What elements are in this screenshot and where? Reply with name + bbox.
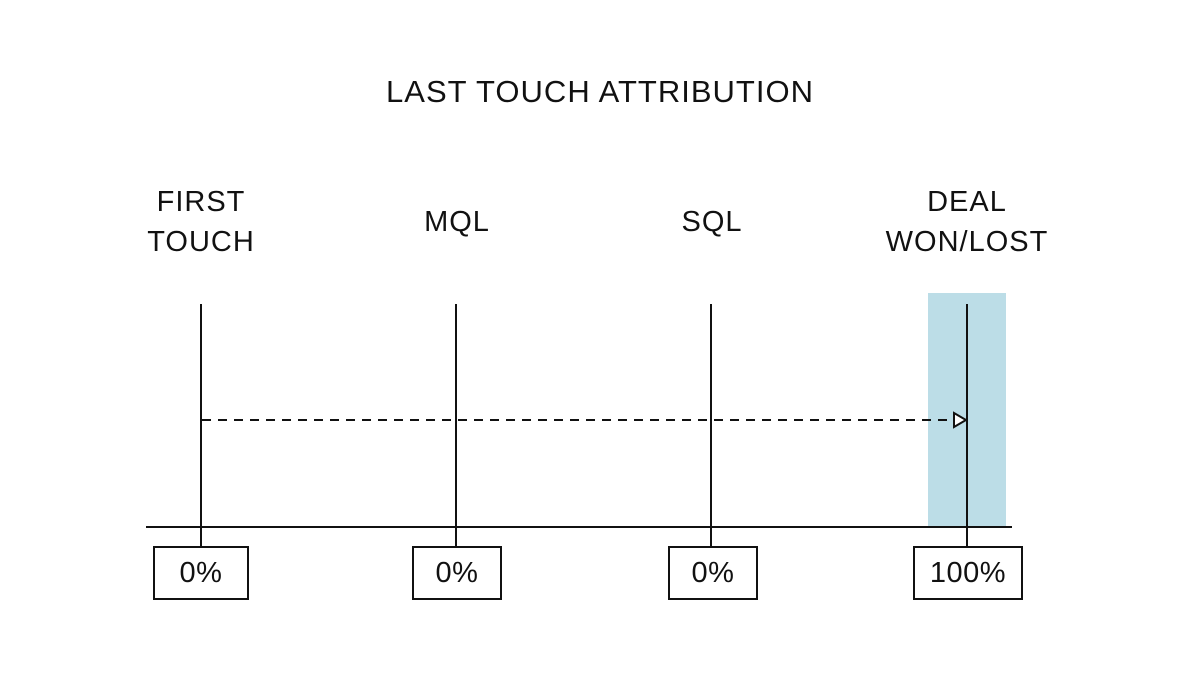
percent-box-mql: 0% [412, 546, 502, 600]
stage-line-sql [710, 304, 712, 547]
percent-box-sql: 0% [668, 546, 758, 600]
stage-line-deal-won-lost [966, 304, 968, 547]
diagram-title: LAST TOUCH ATTRIBUTION [386, 74, 814, 109]
percent-box-first-touch: 0% [153, 546, 249, 600]
stage-label-mql: MQL [347, 202, 567, 242]
timeline-baseline [146, 526, 1012, 528]
stage-line-mql [455, 304, 457, 547]
stage-label-line: FIRST [156, 186, 246, 218]
stage-label-line: SQL [681, 206, 743, 238]
stage-label-sql: SQL [602, 202, 822, 242]
stage-label-first-touch: FIRST TOUCH [91, 182, 311, 262]
stage-label-line: WON/LOST [885, 226, 1049, 258]
stage-label-deal-won-lost: DEAL WON/LOST [857, 182, 1077, 262]
stage-label-line: TOUCH [147, 226, 255, 258]
stage-label-line: DEAL [927, 186, 1007, 218]
stage-label-line: MQL [424, 206, 490, 238]
percent-box-deal-won-lost: 100% [913, 546, 1023, 600]
stage-line-first-touch [200, 304, 202, 547]
